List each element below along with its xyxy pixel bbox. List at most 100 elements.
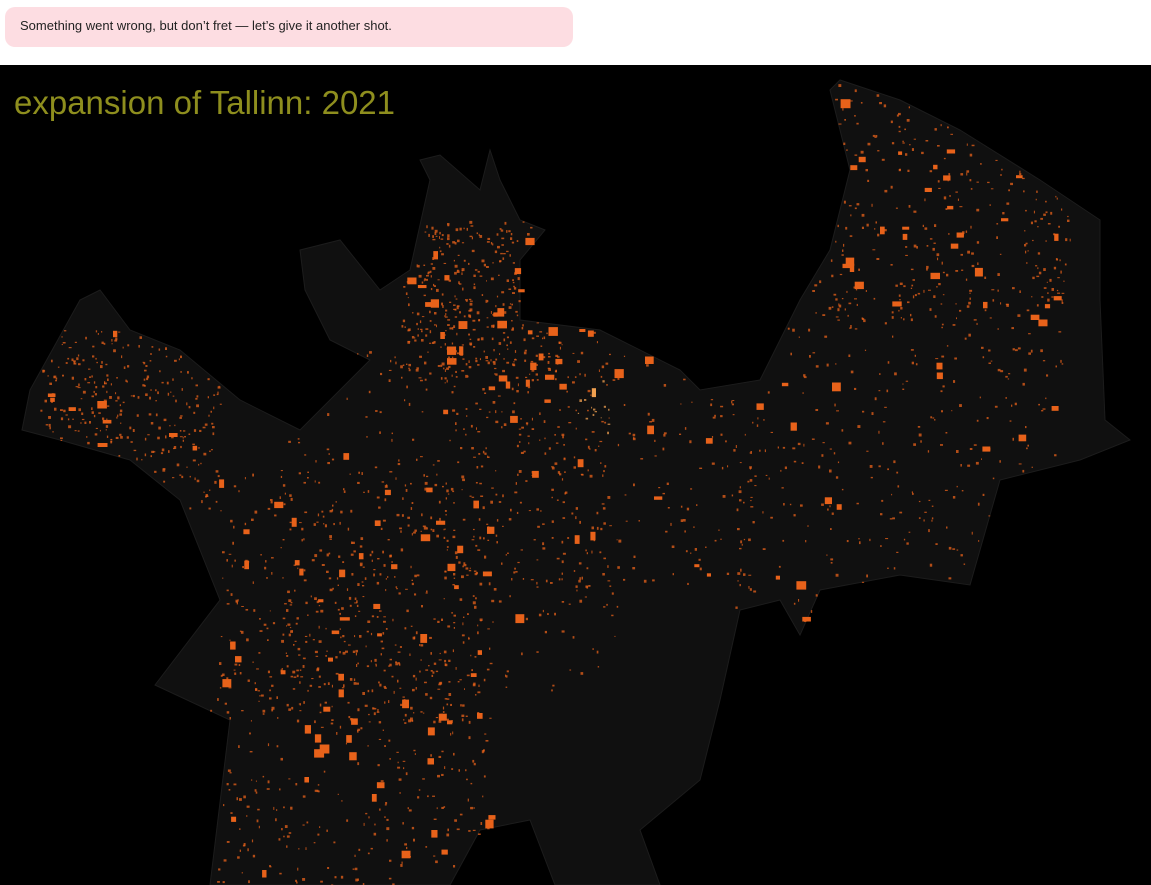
building: [705, 438, 713, 444]
building: [967, 250, 970, 254]
building: [934, 128, 937, 131]
building: [749, 466, 752, 469]
building: [368, 390, 371, 394]
building: [264, 566, 267, 570]
building: [75, 386, 79, 388]
building: [307, 689, 309, 692]
building: [209, 450, 211, 452]
building: [960, 253, 963, 256]
building: [115, 400, 118, 402]
building: [230, 519, 233, 523]
building: [288, 832, 292, 834]
building: [337, 608, 340, 611]
building: [832, 382, 841, 392]
building: [284, 825, 288, 828]
building: [911, 284, 914, 287]
building: [117, 396, 120, 400]
building: [1042, 408, 1046, 410]
building: [356, 600, 358, 604]
building: [461, 714, 465, 717]
building: [592, 413, 595, 416]
building: [507, 552, 509, 554]
building: [842, 108, 844, 111]
building: [409, 653, 411, 656]
building: [373, 712, 376, 716]
building: [420, 379, 423, 382]
building: [436, 534, 439, 538]
building: [91, 375, 93, 378]
building: [997, 289, 999, 292]
building: [609, 585, 612, 587]
building: [521, 327, 524, 330]
building: [266, 577, 268, 579]
building: [963, 563, 966, 565]
building: [398, 663, 401, 666]
building: [432, 529, 435, 532]
building: [129, 426, 132, 430]
building: [408, 809, 412, 812]
building: [358, 610, 361, 612]
building: [280, 757, 283, 761]
building: [279, 788, 281, 791]
building: [895, 284, 898, 287]
building: [522, 324, 524, 327]
building: [577, 412, 580, 414]
building: [732, 414, 735, 416]
building: [339, 617, 350, 621]
building: [298, 441, 301, 444]
building: [835, 316, 839, 318]
building: [898, 169, 901, 172]
building: [798, 336, 800, 338]
building: [252, 661, 254, 663]
building: [1024, 230, 1026, 232]
building: [442, 485, 444, 488]
building: [480, 822, 483, 825]
building: [296, 881, 298, 884]
building: [356, 604, 359, 607]
building: [434, 232, 437, 235]
building: [335, 501, 337, 503]
building: [904, 128, 906, 131]
building: [474, 656, 477, 658]
building: [329, 510, 333, 513]
map-canvas[interactable]: expansion of Tallinn: 2021: [0, 65, 1151, 885]
building: [515, 482, 517, 485]
building: [990, 188, 994, 190]
building: [323, 770, 326, 773]
building: [468, 736, 471, 740]
building: [843, 200, 846, 204]
building: [918, 433, 922, 437]
building: [447, 493, 450, 495]
building: [488, 815, 496, 820]
building: [220, 636, 223, 638]
building: [328, 453, 330, 455]
building: [68, 425, 72, 429]
building: [1000, 370, 1004, 373]
building: [353, 678, 356, 682]
building: [942, 271, 945, 274]
building: [412, 674, 416, 678]
building: [452, 584, 455, 586]
building: [408, 363, 411, 367]
building: [1051, 406, 1059, 411]
building: [324, 524, 327, 528]
building: [855, 288, 858, 291]
building: [562, 517, 566, 519]
building: [420, 534, 431, 542]
building: [513, 285, 515, 288]
building: [922, 224, 924, 227]
building: [1057, 277, 1060, 279]
building: [102, 417, 105, 420]
building: [40, 409, 43, 412]
building: [389, 471, 393, 473]
building: [416, 574, 420, 577]
building: [854, 89, 857, 93]
building: [336, 577, 339, 580]
building: [647, 425, 654, 435]
building: [572, 381, 575, 384]
building: [891, 493, 893, 496]
building: [1001, 218, 1009, 222]
building: [1007, 378, 1010, 380]
building: [262, 713, 265, 715]
building: [315, 655, 319, 657]
